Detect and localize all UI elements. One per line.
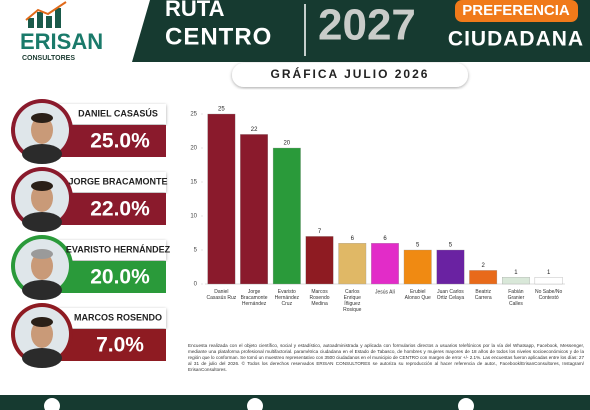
photo-hair bbox=[31, 113, 53, 123]
photo-body bbox=[22, 280, 62, 300]
candidate-percent: 7.0% bbox=[96, 334, 144, 357]
bar bbox=[469, 270, 498, 285]
x-tick-label: Fabián Granier Calles bbox=[508, 289, 525, 307]
value-label: 25 bbox=[218, 107, 225, 113]
footnote-box: Encuesta realizada con el objeto científ… bbox=[188, 343, 584, 372]
bar bbox=[207, 113, 236, 285]
bar bbox=[403, 249, 432, 285]
header-line3: CIUDADANA bbox=[448, 28, 584, 51]
card-name-bg bbox=[40, 104, 166, 124]
subtitle-pill bbox=[232, 63, 468, 87]
facebook-icon bbox=[247, 398, 263, 410]
x-tick-label: No Sabe/No Contestó bbox=[535, 289, 562, 301]
photo-hair bbox=[31, 317, 53, 327]
bar bbox=[436, 249, 465, 285]
candidate-name: MARCOS ROSENDO bbox=[74, 312, 162, 322]
candidate-name: EVARISTO HERNÁNDEZ bbox=[66, 244, 171, 254]
photo-face bbox=[31, 320, 53, 348]
candidate-percent: 25.0% bbox=[90, 130, 150, 153]
header-line2: CENTRO bbox=[165, 23, 272, 50]
bar bbox=[240, 134, 268, 285]
logo-icon bbox=[25, 1, 67, 28]
subtitle: GRÁFICA JULIO 2026 bbox=[271, 66, 430, 81]
card-name-bg bbox=[40, 172, 166, 192]
y-tick-label: 10 bbox=[190, 214, 197, 220]
y-tick-label: 15 bbox=[190, 180, 197, 186]
card-name-bg bbox=[40, 308, 166, 328]
candidate-name: JORGE BRACAMONTE bbox=[68, 176, 167, 186]
photo-body bbox=[22, 348, 62, 368]
footer-band bbox=[0, 395, 590, 410]
x-tick-label: Daniel Casasús Ruz bbox=[206, 289, 236, 301]
y-tick-label: 25 bbox=[190, 112, 197, 118]
y-tick-label: 0 bbox=[194, 282, 198, 288]
value-label: 5 bbox=[449, 243, 453, 249]
x-tick-label: Jorge Bracamonte Hernández bbox=[241, 289, 268, 307]
candidate-percent: 22.0% bbox=[90, 198, 150, 221]
x-tick-label: Beatriz Carrera bbox=[475, 289, 492, 301]
logo-name: ERISAN bbox=[20, 29, 103, 54]
header-line1: RUTA bbox=[165, 0, 225, 21]
value-label: 6 bbox=[383, 236, 387, 242]
x-tick-label: Evaristo Hernández Cruz bbox=[275, 289, 300, 307]
bar bbox=[338, 243, 367, 285]
bar bbox=[371, 243, 399, 285]
value-label: 20 bbox=[283, 141, 290, 147]
x-tick-label: Jesús Alí bbox=[375, 289, 396, 295]
header-badge: PREFERENCIA bbox=[462, 2, 570, 19]
card-name-bg bbox=[40, 240, 166, 260]
x-tick-label: Erubiel Alonso Que bbox=[405, 289, 431, 301]
logo-sub: CONSULTORES bbox=[22, 55, 75, 62]
bar bbox=[272, 147, 301, 285]
footnote: Encuesta realizada con el objeto científ… bbox=[188, 343, 584, 372]
value-label: 1 bbox=[514, 270, 518, 276]
photo-hair bbox=[31, 249, 53, 259]
bar bbox=[502, 277, 530, 285]
badge-bg bbox=[455, 0, 578, 22]
value-label: 1 bbox=[547, 270, 551, 276]
photo-face bbox=[31, 184, 53, 212]
candidate-name: DANIEL CASASÚS bbox=[78, 107, 158, 118]
value-label: 22 bbox=[251, 127, 258, 133]
x-tick-label: Carlos Enrique Íñiguez Rosique bbox=[343, 289, 362, 313]
candidate-percent: 20.0% bbox=[90, 266, 150, 289]
photo-hair bbox=[31, 181, 53, 191]
header-year: 2027 bbox=[318, 1, 416, 50]
y-tick-label: 5 bbox=[194, 248, 198, 254]
y-tick-label: 20 bbox=[190, 146, 197, 152]
phone-icon bbox=[44, 398, 60, 410]
bar bbox=[534, 277, 563, 285]
x-tick-label: Juan Carlos Ortiz Celaya bbox=[437, 289, 465, 301]
x-tick-label: Marcos Rosendo Medina bbox=[310, 289, 330, 307]
value-label: 7 bbox=[318, 229, 322, 235]
photo-body bbox=[22, 144, 62, 164]
value-label: 5 bbox=[416, 243, 420, 249]
photo-body bbox=[22, 212, 62, 232]
photo-face bbox=[31, 116, 53, 144]
value-label: 6 bbox=[351, 236, 355, 242]
value-label: 2 bbox=[482, 263, 486, 269]
instagram-icon bbox=[458, 398, 474, 410]
photo-face bbox=[31, 252, 53, 280]
bar bbox=[305, 236, 334, 285]
